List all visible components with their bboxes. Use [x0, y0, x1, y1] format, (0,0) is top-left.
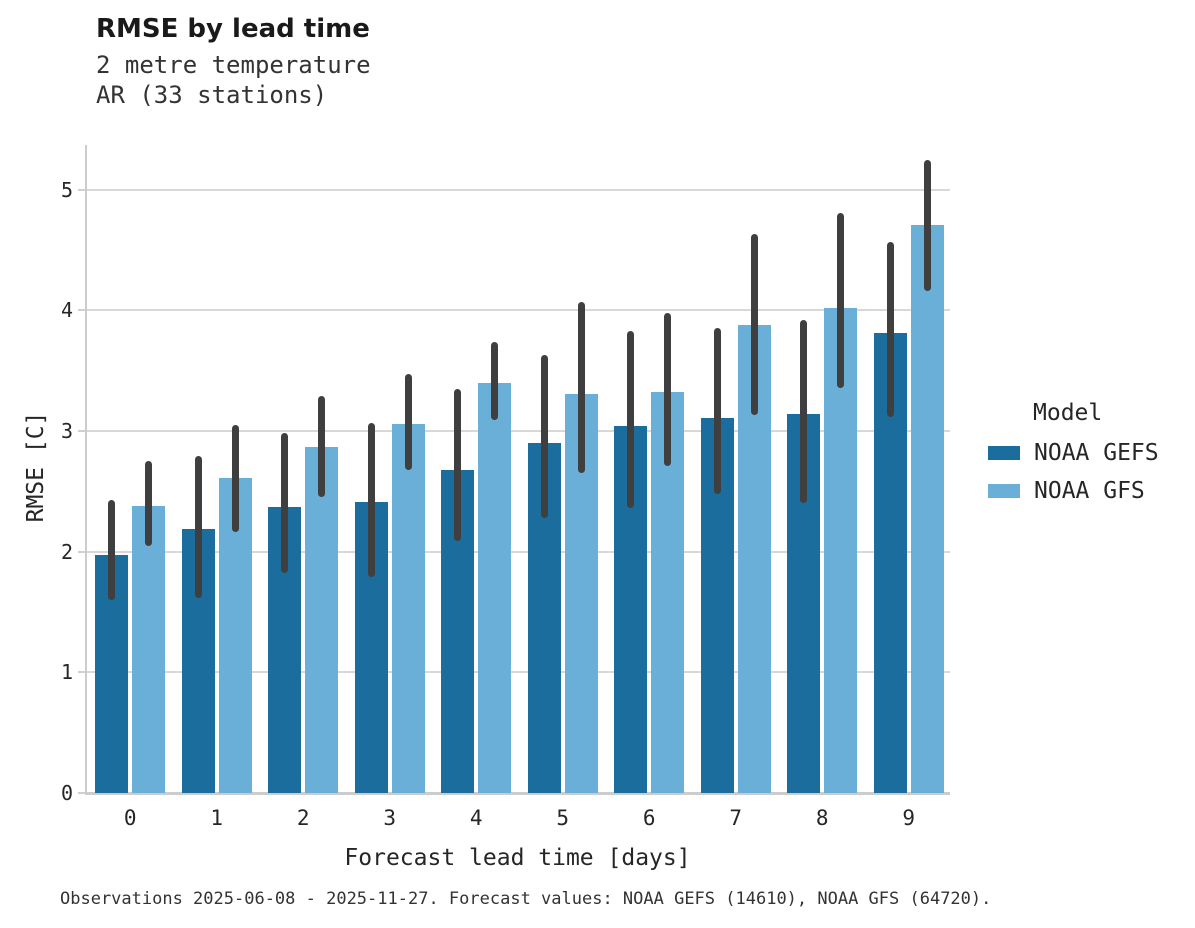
chart-subtitle-variable: 2 metre temperature [96, 51, 371, 79]
x-tick-label: 1 [210, 806, 224, 830]
legend-swatch-noaa-gefs [988, 446, 1020, 460]
x-tick-label: 2 [296, 806, 310, 830]
y-tick-mark [78, 671, 85, 674]
gridline [87, 309, 950, 312]
x-tick-label: 7 [729, 806, 743, 830]
footer-caption: Observations 2025-06-08 - 2025-11-27. Fo… [60, 889, 992, 909]
y-tick-label: 2 [60, 539, 73, 564]
error-bar [750, 234, 758, 416]
legend: Model NOAA GEFS NOAA GFS [988, 400, 1159, 517]
error-bar [491, 341, 499, 421]
bar-noaa-gfs [305, 446, 339, 793]
plot-area: 0 1 2 3 4 5 0 1 2 3 4 5 6 7 8 9 [61, 145, 950, 830]
legend-swatch-noaa-gfs [988, 484, 1020, 498]
x-tick-label: 9 [902, 806, 916, 830]
gridline [87, 550, 950, 553]
error-bar [404, 374, 412, 470]
error-bar [713, 328, 721, 494]
error-bar [800, 320, 808, 504]
x-tick-label: 8 [815, 806, 829, 830]
error-bar [318, 396, 326, 498]
y-tick-label: 0 [60, 781, 73, 805]
x-tick-label: 0 [123, 806, 137, 830]
y-tick-mark [78, 309, 85, 312]
error-bar [367, 422, 375, 577]
legend-item-noaa-gefs: NOAA GEFS [988, 440, 1159, 466]
gridline [87, 671, 950, 674]
bar-noaa-gfs [391, 423, 425, 793]
error-bar [577, 301, 585, 474]
x-tick-label: 3 [383, 806, 397, 830]
y-tick-mark [78, 792, 85, 794]
error-bar [886, 241, 894, 417]
y-tick-mark [78, 550, 85, 553]
error-bar [923, 159, 931, 292]
legend-title: Model [1033, 400, 1103, 426]
error-bar [627, 330, 635, 509]
x-tick-label: 6 [642, 806, 656, 830]
error-bar [837, 212, 845, 388]
bar-noaa-gfs [132, 505, 166, 793]
chart-subtitle-region: AR (33 stations) [96, 81, 328, 109]
bar-noaa-gfs [910, 224, 944, 793]
y-tick-label: 1 [60, 660, 73, 685]
y-tick-label: 4 [60, 298, 73, 323]
legend-label-noaa-gfs: NOAA GFS [1034, 478, 1145, 504]
error-bar [108, 499, 116, 600]
y-axis-title: RMSE [C] [23, 411, 49, 523]
x-tick-label: 5 [556, 806, 570, 830]
legend-label-noaa-gefs: NOAA GEFS [1034, 440, 1159, 466]
error-bar [145, 461, 153, 546]
y-tick-label: 3 [60, 418, 73, 443]
y-tick-label: 5 [60, 177, 73, 202]
chart-title: RMSE by lead time [96, 14, 370, 44]
y-tick-mark [78, 430, 85, 432]
gridline [87, 188, 950, 191]
error-bar [454, 388, 462, 541]
error-bar [194, 456, 202, 598]
x-tick-label: 4 [469, 806, 483, 830]
y-tick-mark [78, 188, 85, 191]
x-axis-title: Forecast lead time [days] [344, 845, 691, 871]
error-bar [664, 312, 672, 466]
error-bar [281, 433, 289, 574]
error-bar [540, 354, 548, 518]
gridline [87, 430, 950, 432]
x-axis-line [85, 792, 950, 795]
bar-noaa-gfs [478, 382, 512, 793]
legend-item-noaa-gfs: NOAA GFS [988, 478, 1159, 504]
bar-noaa-gfs [824, 307, 858, 793]
error-bar [231, 424, 239, 533]
